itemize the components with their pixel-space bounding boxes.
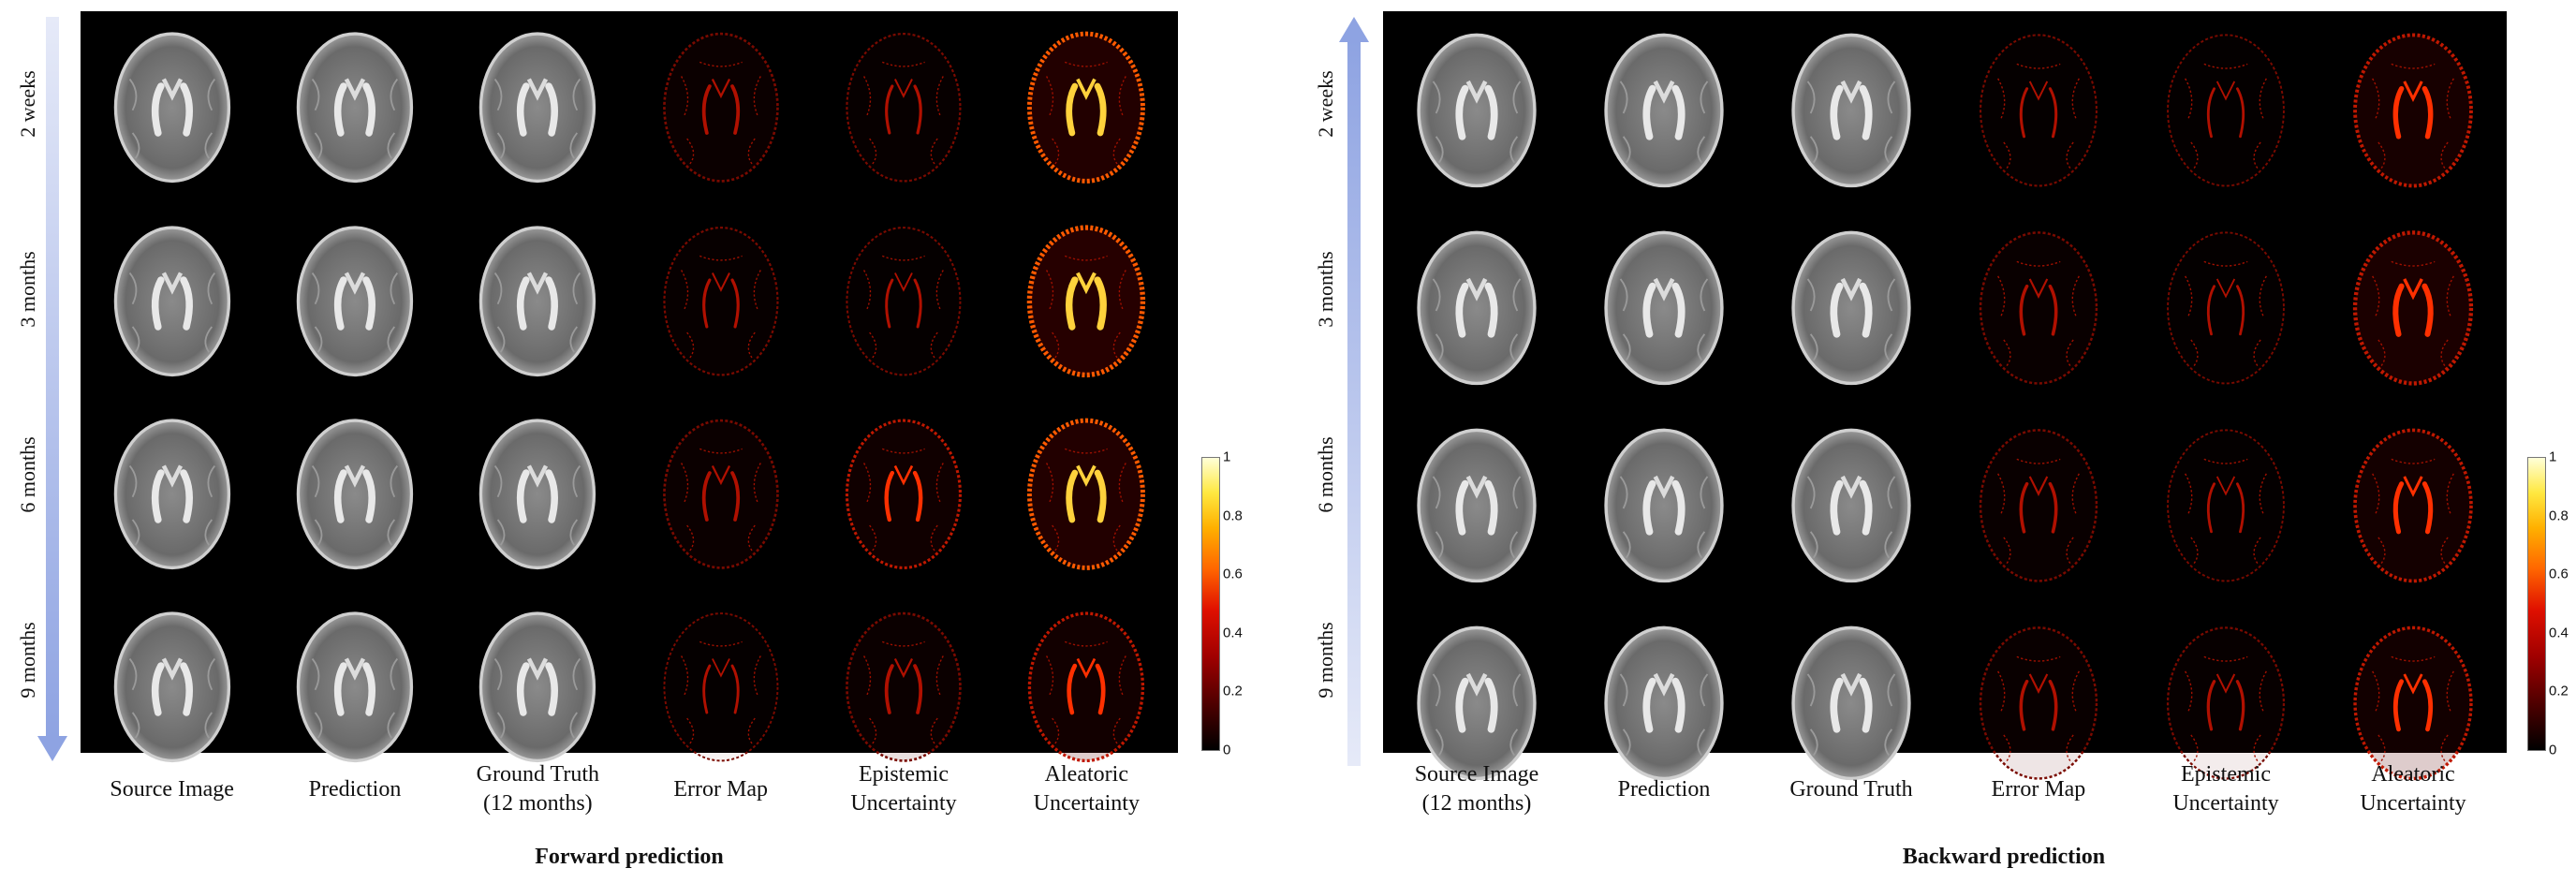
column-label: Ground Truth: [1789, 777, 1913, 802]
row-label: 3 months: [16, 251, 39, 328]
heatmap-image: [2132, 605, 2319, 802]
column-label: Aleatoric Uncertainty: [2360, 762, 2466, 817]
mri-slice-image: [1383, 209, 1570, 406]
heatmap-image: [1945, 11, 2132, 209]
colorbar-tick-label: 0.2: [2549, 683, 2569, 699]
heatmap-image: [812, 204, 994, 397]
forward-image-grid: [81, 11, 1178, 763]
mri-slice-image: [1570, 209, 1758, 406]
backward-caption: Backward prediction: [1902, 845, 2106, 869]
mri-slice-image: [81, 11, 263, 204]
heatmap-image: [629, 204, 812, 397]
heatmap-image: [2319, 605, 2507, 802]
row-label: 2 weeks: [1314, 70, 1337, 138]
heatmap-image: [2132, 406, 2319, 604]
heatmap-image: [812, 398, 994, 591]
row-label: 6 months: [1314, 436, 1337, 513]
heatmap-image: [2319, 209, 2507, 406]
forward-caption: Forward prediction: [535, 845, 724, 869]
mri-slice-image: [447, 204, 629, 397]
mri-slice-image: [1383, 605, 1570, 802]
heatmap-image: [812, 11, 994, 204]
column-label: Ground Truth (12 months): [476, 762, 600, 817]
colorbar-tick-label: 0.4: [2549, 625, 2569, 641]
heatmap-image: [2132, 11, 2319, 209]
column-label: Epistemic Uncertainty: [850, 762, 957, 817]
column-label: Epistemic Uncertainty: [2172, 762, 2279, 817]
heatmap-image: [1945, 605, 2132, 802]
mri-slice-image: [263, 11, 446, 204]
colorbar-ticks: 0 0.2 0.4 0.6 0.8 1: [2549, 449, 2576, 758]
colorbar-tick-label: 0: [1223, 742, 1231, 758]
heatmap-image: [2319, 406, 2507, 604]
colorbar-tick-label: 0.6: [1223, 566, 1243, 582]
mri-slice-image: [1570, 605, 1758, 802]
mri-slice-image: [263, 398, 446, 591]
column-label: Error Map: [673, 777, 768, 802]
mri-slice-image: [1383, 11, 1570, 209]
heatmap-image: [1945, 209, 2132, 406]
mri-slice-image: [447, 11, 629, 204]
column-label: Prediction: [1617, 777, 1711, 802]
heatmap-image: [1945, 406, 2132, 604]
mri-slice-image: [447, 398, 629, 591]
heatmap-image: [629, 591, 812, 784]
mri-slice-image: [1758, 11, 1945, 209]
mri-slice-image: [81, 204, 263, 397]
backward-panel: 0 0.2 0.4 0.6 0.8 1 Backward prediction 2 wee…: [1311, 0, 2576, 883]
colorbar-tick-label: 1: [2549, 449, 2557, 465]
heatmap-image: [995, 591, 1178, 784]
mri-slice-image: [1758, 406, 1945, 604]
heatmap-image: [995, 204, 1178, 397]
column-label: Error Map: [1991, 777, 2086, 802]
timeline-arrow-up: [1339, 17, 1369, 766]
backward-image-grid: [1383, 11, 2507, 781]
row-label: 9 months: [16, 622, 39, 699]
mri-slice-image: [81, 398, 263, 591]
heatmap-image: [995, 398, 1178, 591]
row-label: 3 months: [1314, 251, 1337, 328]
row-label: 2 weeks: [16, 70, 39, 138]
mri-slice-image: [81, 591, 263, 784]
colorbar-tick-label: 0.8: [2549, 508, 2569, 524]
mri-slice-image: [1758, 209, 1945, 406]
mri-slice-image: [263, 591, 446, 784]
mri-slice-image: [263, 204, 446, 397]
mri-slice-image: [447, 591, 629, 784]
colorbar: [1201, 457, 1220, 751]
colorbar: [2527, 457, 2546, 751]
colorbar-tick-label: 1: [1223, 449, 1231, 465]
column-label: Aleatoric Uncertainty: [1033, 762, 1140, 817]
colorbar-tick-label: 0.6: [2549, 566, 2569, 582]
heatmap-image: [2132, 209, 2319, 406]
colorbar-tick-label: 0.2: [1223, 683, 1243, 699]
heatmap-image: [812, 591, 994, 784]
mri-slice-image: [1383, 406, 1570, 604]
colorbar-tick-label: 0: [2549, 742, 2557, 758]
heatmap-image: [2319, 11, 2507, 209]
forward-panel: 0 0.2 0.4 0.6 0.8 1 Forward prediction 2 week…: [0, 0, 1283, 883]
colorbar-tick-label: 0.4: [1223, 625, 1243, 641]
heatmap-image: [629, 398, 812, 591]
column-label: Source Image (12 months): [1414, 762, 1539, 817]
mri-slice-image: [1570, 11, 1758, 209]
column-label: Prediction: [308, 777, 402, 802]
row-label: 9 months: [1314, 622, 1337, 699]
heatmap-image: [629, 11, 812, 204]
column-label: Source Image: [110, 777, 234, 802]
row-label: 6 months: [16, 436, 39, 513]
colorbar-tick-label: 0.8: [1223, 508, 1243, 524]
mri-slice-image: [1570, 406, 1758, 604]
mri-slice-image: [1758, 605, 1945, 802]
timeline-arrow-down: [37, 17, 67, 761]
colorbar-ticks: 0 0.2 0.4 0.6 0.8 1: [1223, 449, 1260, 758]
heatmap-image: [995, 11, 1178, 204]
